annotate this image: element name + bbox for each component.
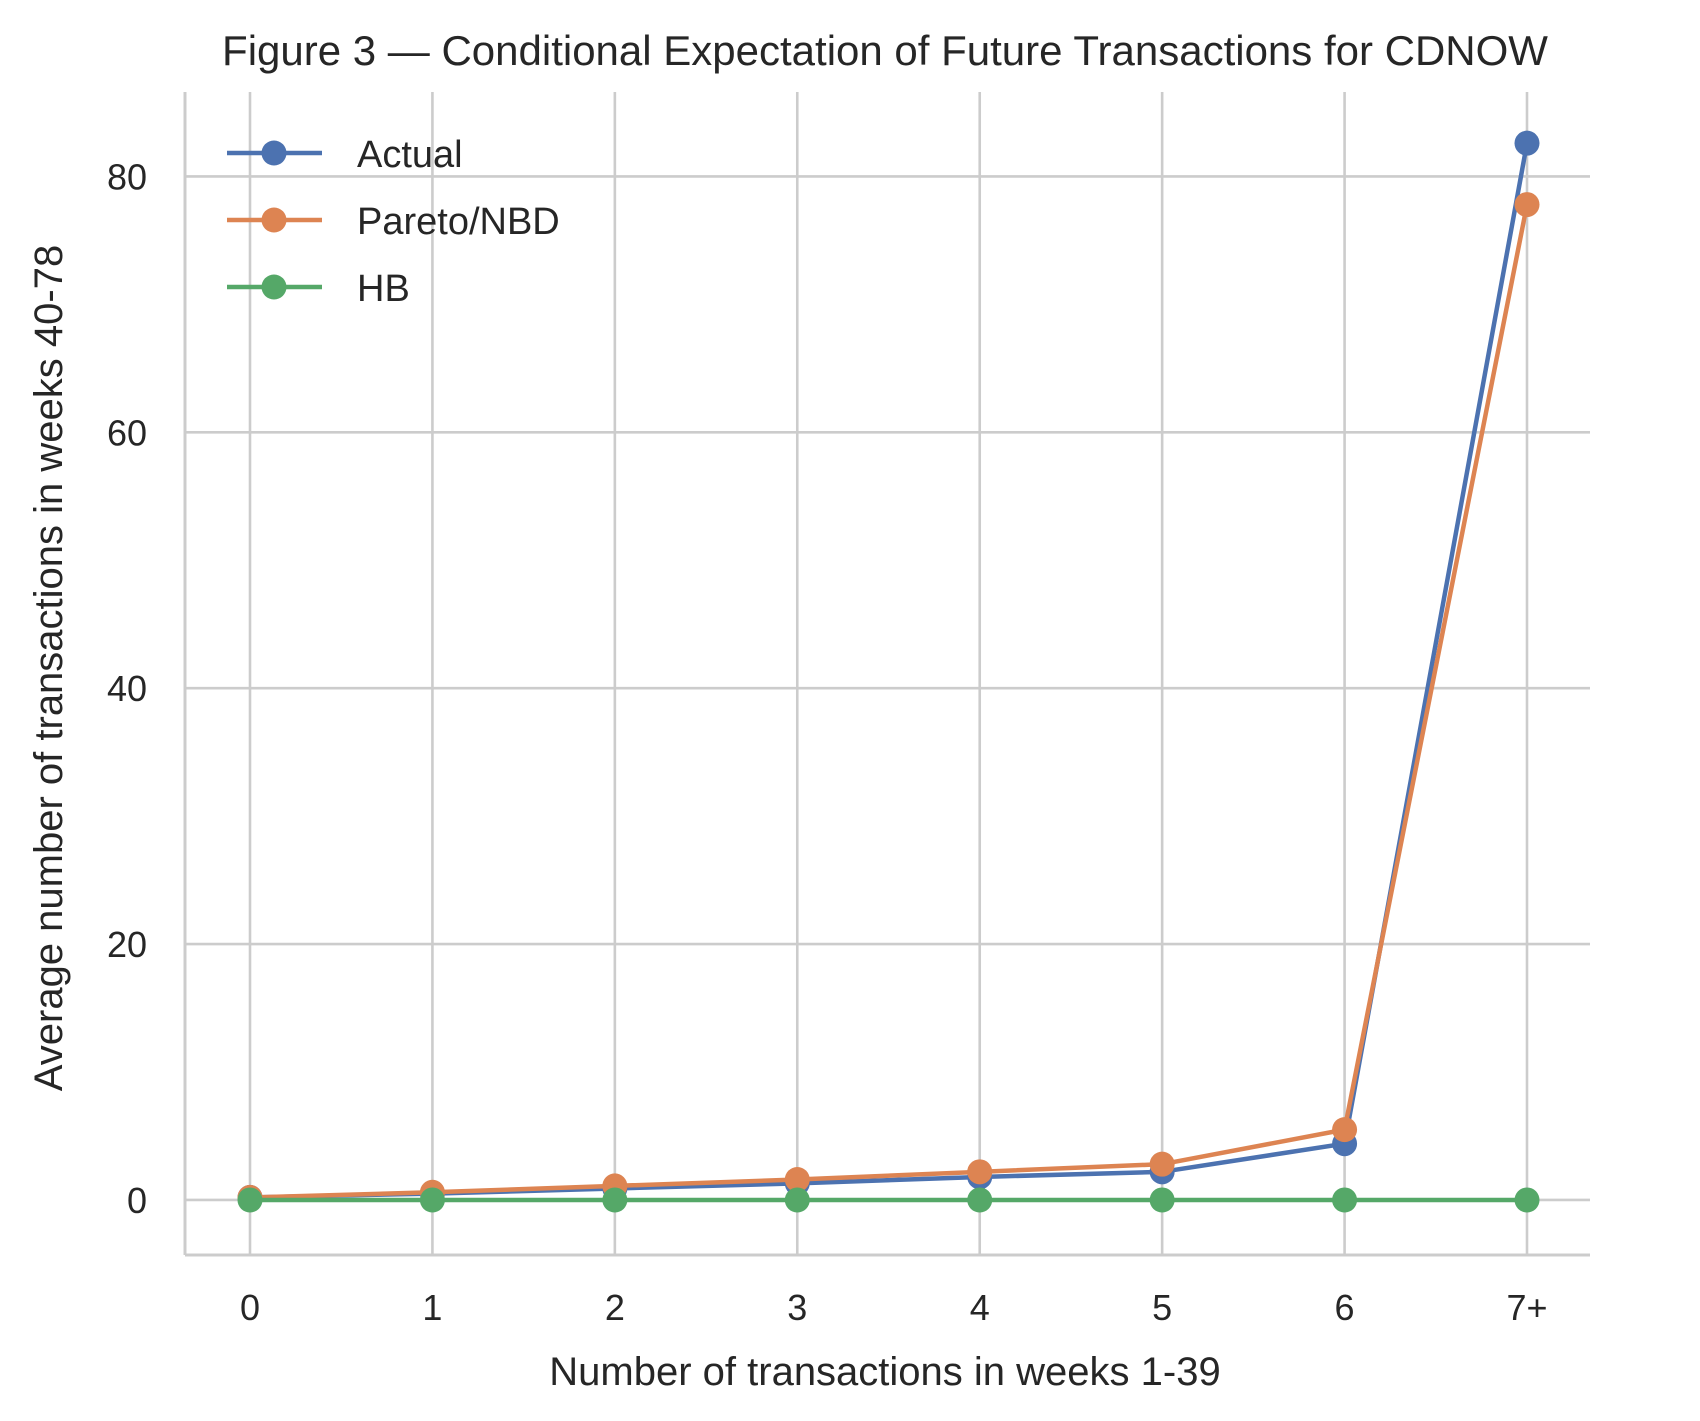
data-point bbox=[1514, 1187, 1540, 1213]
chart-title: Figure 3 — Conditional Expectation of Fu… bbox=[222, 27, 1548, 74]
x-tick-label: 6 bbox=[1335, 1287, 1355, 1328]
data-point bbox=[1514, 130, 1540, 156]
x-tick-label: 5 bbox=[1152, 1287, 1172, 1328]
legend-label: Pareto/NBD bbox=[357, 201, 560, 243]
x-tick-label: 7+ bbox=[1506, 1287, 1547, 1328]
legend-marker bbox=[261, 274, 287, 300]
y-tick-label: 40 bbox=[107, 668, 147, 709]
x-tick-label: 0 bbox=[240, 1287, 260, 1328]
data-point bbox=[967, 1187, 993, 1213]
series-line bbox=[247, 140, 1530, 1200]
data-point bbox=[1332, 1117, 1358, 1143]
series bbox=[237, 130, 1540, 1213]
y-tick-label: 60 bbox=[107, 412, 147, 453]
y-axis-label: Average number of transactions in weeks … bbox=[27, 245, 71, 1091]
y-tick-label: 20 bbox=[107, 924, 147, 965]
x-tick-label: 2 bbox=[605, 1287, 625, 1328]
x-axis-label: Number of transactions in weeks 1-39 bbox=[549, 1350, 1220, 1394]
data-point bbox=[784, 1187, 810, 1213]
data-point bbox=[967, 1159, 993, 1185]
data-point bbox=[1332, 1187, 1358, 1213]
legend: Actual Pareto/NBD HB bbox=[227, 134, 560, 310]
legend-marker bbox=[261, 207, 287, 233]
tick-labels: 0 1 2 3 4 5 6 7+ 0 20 40 60 80 bbox=[107, 156, 1548, 1328]
x-tick-label: 4 bbox=[970, 1287, 990, 1328]
series-line bbox=[247, 202, 1530, 1200]
data-point bbox=[1514, 192, 1540, 218]
data-point bbox=[419, 1187, 445, 1213]
data-point bbox=[1149, 1187, 1175, 1213]
legend-marker bbox=[261, 140, 287, 166]
data-point bbox=[1149, 1151, 1175, 1177]
data-point bbox=[237, 1187, 263, 1213]
legend-label: Actual bbox=[357, 134, 463, 176]
data-point bbox=[602, 1187, 628, 1213]
x-tick-label: 3 bbox=[787, 1287, 807, 1328]
x-tick-label: 1 bbox=[422, 1287, 442, 1328]
axes-spines bbox=[183, 92, 1590, 1257]
y-tick-label: 0 bbox=[127, 1180, 147, 1221]
y-tick-label: 80 bbox=[107, 156, 147, 197]
data-point bbox=[784, 1167, 810, 1193]
legend-label: HB bbox=[357, 268, 410, 310]
grid bbox=[185, 92, 1590, 1255]
